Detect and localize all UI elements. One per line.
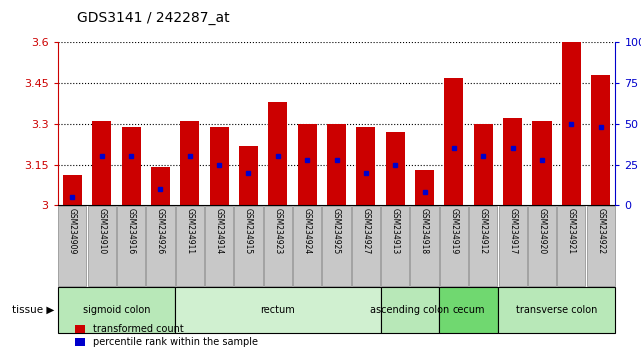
Text: GSM234923: GSM234923 [273, 208, 282, 254]
Bar [386, 132, 404, 205]
Bar [263, 206, 292, 286]
Text: GSM234915: GSM234915 [244, 208, 253, 254]
Legend: transformed count, percentile rank within the sample: transformed count, percentile rank withi… [76, 325, 258, 347]
Bar [205, 206, 233, 286]
Bar [444, 78, 463, 205]
Bar [63, 176, 82, 205]
Text: cecum: cecum [453, 305, 485, 315]
Bar [122, 127, 140, 205]
Bar [269, 102, 287, 205]
Text: GSM234921: GSM234921 [567, 208, 576, 254]
Text: transverse colon: transverse colon [516, 305, 597, 315]
Bar [322, 206, 351, 286]
Bar [293, 206, 321, 286]
Text: GSM234911: GSM234911 [185, 208, 194, 254]
Bar [439, 287, 498, 333]
Text: GSM234922: GSM234922 [596, 208, 605, 254]
Bar [469, 206, 497, 286]
Bar [58, 287, 175, 333]
Text: GSM234918: GSM234918 [420, 208, 429, 254]
Bar [381, 206, 410, 286]
Bar [88, 206, 116, 286]
Text: GSM234909: GSM234909 [68, 208, 77, 254]
Bar [499, 206, 527, 286]
Text: GSM234920: GSM234920 [538, 208, 547, 254]
Text: GSM234919: GSM234919 [449, 208, 458, 254]
Text: GSM234913: GSM234913 [391, 208, 400, 254]
Text: GSM234924: GSM234924 [303, 208, 312, 254]
Bar [533, 121, 551, 205]
Text: GDS3141 / 242287_at: GDS3141 / 242287_at [77, 11, 229, 25]
Bar [474, 124, 493, 205]
Text: sigmoid colon: sigmoid colon [83, 305, 150, 315]
Bar [327, 124, 346, 205]
Bar [440, 206, 468, 286]
Text: GSM234927: GSM234927 [362, 208, 370, 254]
Text: GSM234917: GSM234917 [508, 208, 517, 254]
Text: rectum: rectum [260, 305, 296, 315]
Text: ascending colon: ascending colon [370, 305, 449, 315]
Bar [498, 287, 615, 333]
Bar [180, 121, 199, 205]
Bar [239, 145, 258, 205]
Bar [352, 206, 380, 286]
Text: GSM234916: GSM234916 [126, 208, 135, 254]
Bar [356, 127, 376, 205]
Text: GSM234910: GSM234910 [97, 208, 106, 254]
Bar [410, 206, 438, 286]
Bar [92, 121, 112, 205]
Bar [151, 167, 170, 205]
Text: GSM234925: GSM234925 [332, 208, 341, 254]
Bar [381, 287, 439, 333]
Bar [503, 119, 522, 205]
Text: GSM234926: GSM234926 [156, 208, 165, 254]
Text: GSM234914: GSM234914 [215, 208, 224, 254]
Bar [175, 287, 381, 333]
Bar [591, 75, 610, 205]
Bar [176, 206, 204, 286]
Bar [528, 206, 556, 286]
Bar [415, 170, 434, 205]
Bar [58, 206, 87, 286]
Bar [562, 42, 581, 205]
Bar [210, 127, 229, 205]
Bar [297, 124, 317, 205]
Bar [235, 206, 263, 286]
Bar [587, 206, 615, 286]
Bar [146, 206, 174, 286]
Text: GSM234912: GSM234912 [479, 208, 488, 254]
Text: tissue ▶: tissue ▶ [12, 305, 54, 315]
Bar [557, 206, 585, 286]
Bar [117, 206, 145, 286]
